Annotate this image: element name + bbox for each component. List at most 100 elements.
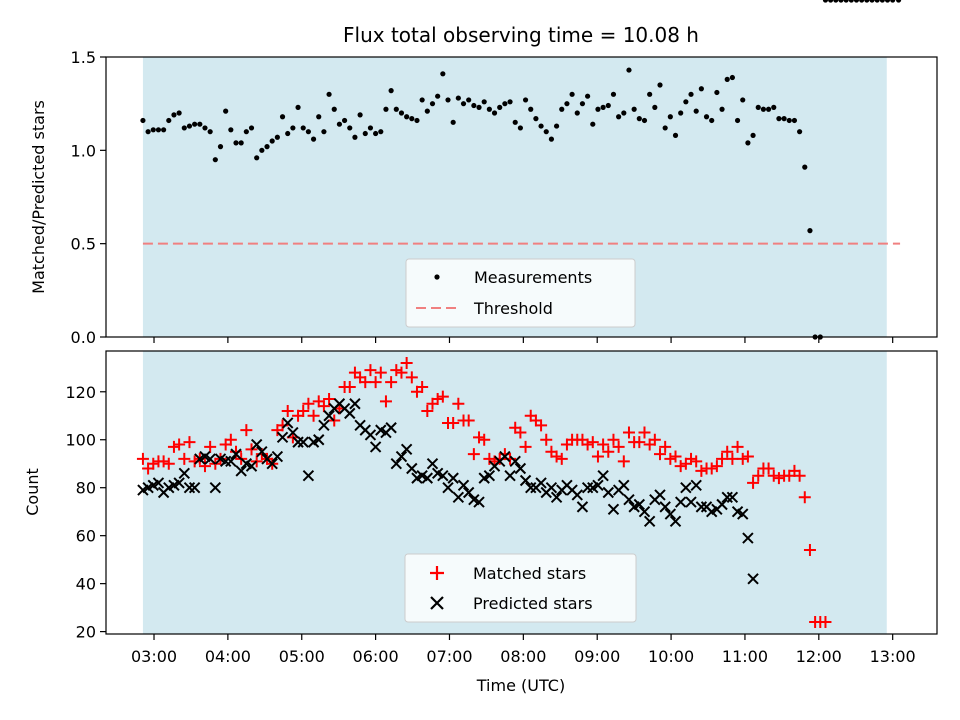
matched-star-point <box>390 364 403 377</box>
bottom-y-tick-label: 20 <box>76 623 96 642</box>
matched-star-point <box>710 460 723 473</box>
measurement-point <box>357 112 363 118</box>
measurement-point <box>600 104 606 110</box>
matched-star-point <box>607 433 620 446</box>
x-tick-label: 05:00 <box>279 647 325 666</box>
x-tick-label: 06:00 <box>353 647 399 666</box>
top-y-axis-title: Matched/Predicted stars <box>29 100 48 294</box>
measurement-point <box>362 130 368 137</box>
measurement-point <box>285 130 291 137</box>
matched-star-point <box>307 409 320 422</box>
legend-matched-marker <box>430 566 444 580</box>
predicted-star-point <box>592 479 604 492</box>
measurement-point <box>719 106 725 112</box>
predicted-star-point <box>390 458 403 470</box>
legend-measurements-marker <box>434 274 440 280</box>
predicted-star-point <box>245 460 258 472</box>
matched-star-point <box>767 469 780 482</box>
predicted-star-point <box>545 481 558 494</box>
matched-star-point <box>540 433 553 446</box>
measurement-point <box>765 106 772 112</box>
x-tick-label: 13:00 <box>870 647 916 666</box>
measurement-point <box>238 140 244 146</box>
measurement-point <box>186 123 193 129</box>
matched-star-point <box>483 452 496 465</box>
measurement-point <box>802 164 808 170</box>
predicted-star-point <box>276 431 289 444</box>
measurement-point <box>414 117 420 124</box>
measurement-point <box>145 129 151 135</box>
measurement-point <box>197 121 203 127</box>
measurement-point <box>181 125 187 131</box>
predicted-star-point <box>271 450 284 463</box>
predicted-star-point <box>721 491 733 504</box>
predicted-star-point <box>183 481 196 494</box>
matched-star-point <box>395 366 408 379</box>
predicted-star-point <box>690 479 702 492</box>
measurement-point <box>559 106 565 112</box>
matched-star-point <box>535 419 548 432</box>
predicted-star-point <box>395 450 408 463</box>
measurement-point <box>161 127 167 133</box>
measurement-point <box>533 116 539 122</box>
measurement-point <box>316 114 322 120</box>
bottom-y-tick-label: 100 <box>65 431 96 450</box>
measurement-point <box>683 99 689 105</box>
predicted-star-point <box>400 443 413 456</box>
measurement-point <box>388 88 394 94</box>
measurement-point <box>192 121 198 127</box>
x-tick-label: 10:00 <box>648 647 694 666</box>
predicted-star-point <box>188 481 201 494</box>
predicted-star-point <box>664 508 677 520</box>
matched-star-point <box>416 380 429 393</box>
matched-star-point <box>798 491 811 504</box>
measurement-point <box>228 127 234 133</box>
measurement-point <box>709 117 715 124</box>
matched-star-point <box>343 380 356 393</box>
measurement-point <box>621 110 627 116</box>
matched-star-point <box>183 436 196 449</box>
matched-star-point <box>224 433 237 446</box>
predicted-star-point <box>318 419 330 432</box>
measurement-point <box>652 104 658 110</box>
matched-star-point <box>638 426 651 439</box>
predicted-star-point <box>297 436 309 448</box>
predicted-star-point <box>747 573 759 585</box>
predicted-star-point <box>230 448 242 460</box>
measurement-point <box>543 129 549 135</box>
predicted-star-point <box>225 455 237 468</box>
matched-star-point <box>762 462 775 475</box>
matched-star-point <box>405 371 418 384</box>
measurement-point <box>595 106 601 112</box>
matched-star-point <box>819 616 832 629</box>
matched-star-point <box>436 390 449 403</box>
measurement-point <box>331 106 337 112</box>
measurement-point <box>703 114 710 120</box>
matched-star-point <box>674 460 687 473</box>
matched-star-point <box>514 426 527 439</box>
measurement-point <box>605 102 611 109</box>
predicted-star-point <box>437 470 449 482</box>
matched-star-point <box>731 440 744 453</box>
measurement-point <box>419 97 425 103</box>
matched-star-point <box>204 440 217 453</box>
predicted-star-point <box>457 479 470 492</box>
measurement-point <box>367 125 374 131</box>
matched-star-point <box>654 448 666 461</box>
measurement-point <box>579 101 586 107</box>
bottom-y-ticks: 20 40 60 80 100 120 <box>65 383 106 642</box>
predicted-star-point <box>250 438 263 451</box>
measurement-point <box>879 0 885 3</box>
measurement-point <box>497 104 503 110</box>
measurement-point <box>528 106 534 112</box>
measurement-point <box>233 140 239 146</box>
measurement-point <box>502 101 508 107</box>
matched-star-point <box>452 397 465 410</box>
measurement-point <box>455 95 461 101</box>
measurement-point <box>631 106 637 112</box>
measurement-point <box>698 86 704 92</box>
matched-star-point <box>695 464 708 477</box>
predicted-star-point <box>204 453 216 465</box>
measurement-point <box>150 127 156 133</box>
measurement-point <box>435 93 441 99</box>
